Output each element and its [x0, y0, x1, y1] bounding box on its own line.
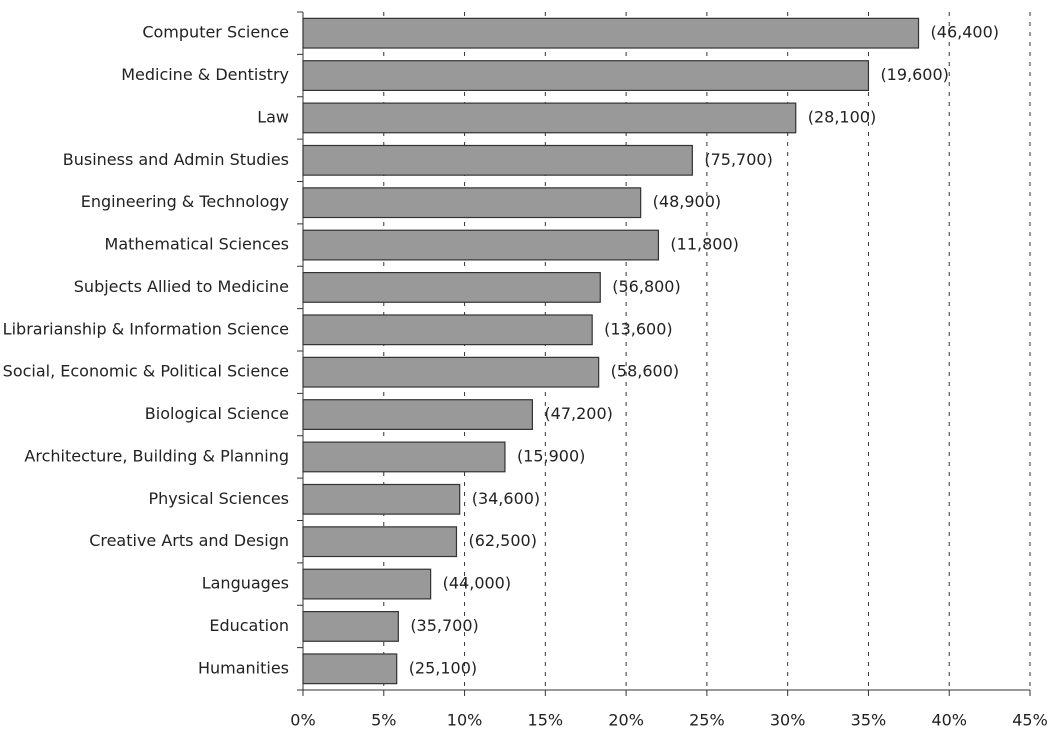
x-tick-label: 20%: [608, 711, 644, 730]
bar: [302, 229, 660, 261]
y-tick-label: Subjects Allied to Medicine: [74, 277, 289, 296]
count-label: (25,100): [409, 658, 477, 677]
count-label: (44,000): [443, 574, 511, 593]
y-tick-label: Librarianship & Information Science: [3, 319, 289, 338]
y-tick-label: Business and Admin Studies: [63, 150, 289, 169]
y-tick-label: Computer Science: [142, 23, 289, 42]
y-tick-label: Humanities: [198, 658, 289, 677]
bar: [302, 526, 458, 558]
bar: [302, 653, 398, 685]
bar: [302, 356, 600, 388]
y-tick-label: Physical Sciences: [148, 489, 289, 508]
count-label: (62,500): [468, 531, 536, 550]
y-tick-label: Mathematical Sciences: [105, 235, 289, 254]
bar: [302, 441, 506, 473]
count-label: (56,800): [612, 277, 680, 296]
x-tick-label: 45%: [1012, 711, 1048, 730]
count-label: (47,200): [544, 404, 612, 423]
x-tick-label: 15%: [528, 711, 564, 730]
bar: [302, 187, 642, 219]
count-label: (15,900): [517, 446, 585, 465]
count-label: (11,800): [670, 235, 738, 254]
bar: [302, 611, 399, 642]
x-tick-label: 40%: [931, 711, 967, 730]
bar: [302, 144, 693, 176]
bar: [302, 399, 534, 430]
count-label: (13,600): [604, 319, 672, 338]
y-tick-label: Social, Economic & Political Science: [3, 362, 289, 381]
bar: [302, 314, 593, 346]
bar: [302, 102, 797, 134]
x-tick-label: 25%: [689, 711, 725, 730]
bar: [302, 17, 920, 49]
y-tick-label: Medicine & Dentistry: [121, 65, 289, 84]
count-label: (34,600): [472, 489, 540, 508]
y-tick-label: Biological Science: [145, 404, 289, 423]
y-tick-label: Education: [209, 616, 289, 635]
bar: [302, 272, 601, 303]
bar: [302, 483, 461, 515]
bar: [302, 60, 870, 91]
bar: [302, 568, 432, 600]
count-label: (58,600): [611, 362, 679, 381]
y-tick-label: Creative Arts and Design: [89, 531, 289, 550]
y-tick-label: Law: [257, 107, 289, 126]
count-label: (35,700): [410, 616, 478, 635]
x-tick-label: 30%: [770, 711, 806, 730]
x-tick-label: 10%: [447, 711, 483, 730]
count-label: (28,100): [808, 107, 876, 126]
x-tick-label: 35%: [851, 711, 887, 730]
x-tick-label: 5%: [371, 711, 396, 730]
count-label: (75,700): [704, 150, 772, 169]
y-tick-label: Languages: [202, 574, 289, 593]
y-tick-label: Architecture, Building & Planning: [24, 446, 289, 465]
count-label: (48,900): [653, 192, 721, 211]
y-tick-label: Engineering & Technology: [81, 192, 289, 211]
count-label: (19,600): [880, 65, 948, 84]
x-tick-label: 0%: [290, 711, 315, 730]
count-label: (46,400): [931, 23, 999, 42]
